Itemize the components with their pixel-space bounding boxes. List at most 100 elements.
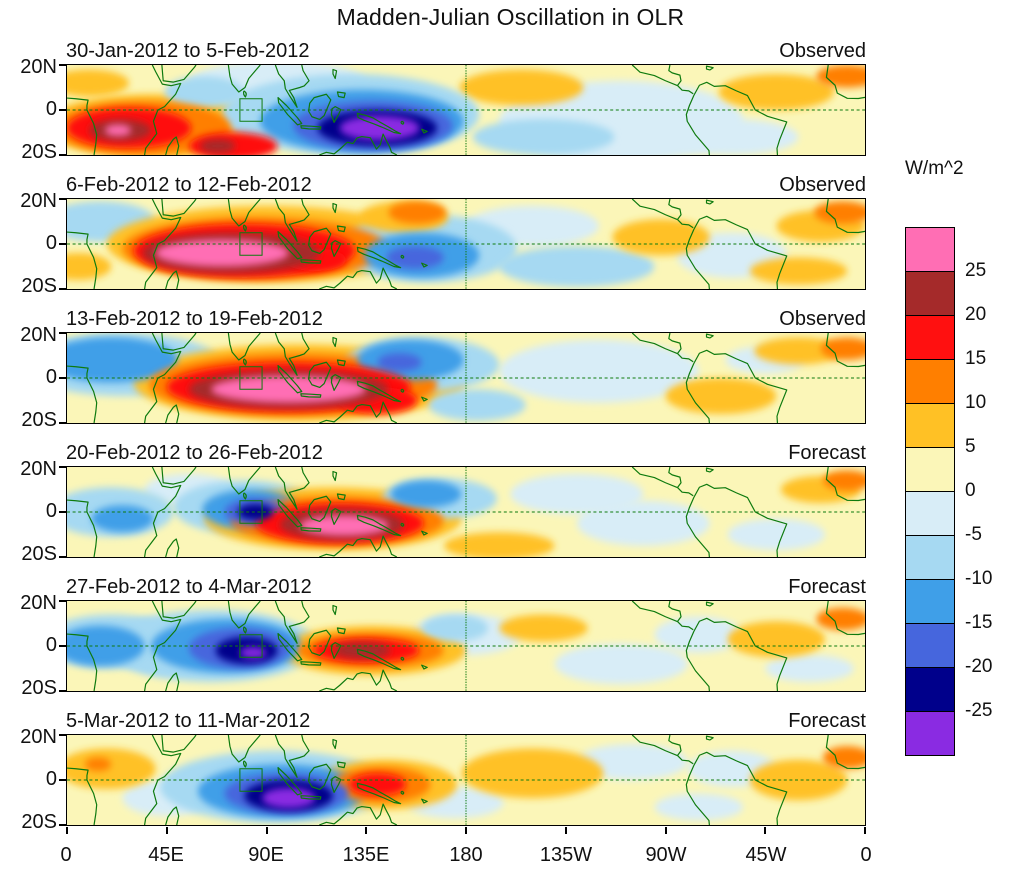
coastline xyxy=(826,199,865,233)
anomaly-contour xyxy=(388,201,447,224)
y-axis-tick xyxy=(59,734,66,736)
coastline xyxy=(632,333,693,362)
coastline xyxy=(301,662,321,665)
panel-header: 5-Mar-2012 to 11-Mar-2012 Forecast xyxy=(66,710,866,733)
coastline xyxy=(707,736,714,740)
coastline xyxy=(319,670,397,691)
coastline xyxy=(166,673,179,691)
coastline xyxy=(826,601,865,635)
coastline xyxy=(275,199,309,241)
coastline xyxy=(278,768,302,795)
coastline xyxy=(357,113,400,133)
coastline xyxy=(331,509,340,525)
map-wrapper: 20N 0 20S xyxy=(20,324,866,431)
anomaly-contour xyxy=(718,74,834,110)
anomaly-contour xyxy=(654,616,744,653)
panel-status-label: Observed xyxy=(779,174,866,196)
anomaly-contour xyxy=(499,246,655,287)
y-axis-label-20s: 20S xyxy=(21,543,57,565)
coastline xyxy=(686,752,786,825)
coastline xyxy=(228,199,260,226)
panel-3: 13-Feb-2012 to 19-Feb-2012 Observed 20N … xyxy=(20,308,866,431)
colorbar-segment xyxy=(905,447,955,492)
panel-date-range: 30-Jan-2012 to 5-Feb-2012 xyxy=(66,40,310,62)
coastline xyxy=(337,92,345,98)
y-axis-label-20s: 20S xyxy=(21,409,57,431)
coastline xyxy=(244,493,247,499)
x-axis-tick xyxy=(66,827,68,834)
coastline xyxy=(67,634,97,691)
coastline xyxy=(319,402,397,423)
anomaly-contour xyxy=(91,505,154,533)
map-panel xyxy=(67,333,865,423)
x-axis-tick xyxy=(864,827,866,834)
coastline xyxy=(632,199,693,228)
coastline xyxy=(145,65,181,155)
plot-area: 30-Jan-2012 to 5-Feb-2012 Observed 20N 0… xyxy=(20,40,871,870)
coastline xyxy=(401,255,404,258)
coastline xyxy=(162,199,196,216)
anomaly-contour xyxy=(386,246,444,269)
coastline xyxy=(337,628,345,634)
colorbar-tick-label: 0 xyxy=(965,480,976,501)
coastline xyxy=(337,360,345,366)
x-axis-label: 90W xyxy=(645,844,687,866)
coastline xyxy=(422,665,428,669)
coastline xyxy=(632,601,693,630)
coastline xyxy=(275,601,309,643)
coastline xyxy=(337,762,345,768)
anomaly-contour xyxy=(665,119,799,155)
coastline xyxy=(333,606,337,615)
y-axis-label-0: 0 xyxy=(45,232,57,254)
coastline xyxy=(707,468,714,472)
y-axis-label-20n: 20N xyxy=(20,458,57,480)
y-axis-label-20s: 20S xyxy=(21,275,57,297)
anomaly-contour xyxy=(816,65,865,88)
coastline xyxy=(707,66,714,70)
x-axis-label: 45W xyxy=(745,844,787,866)
anomaly-contour xyxy=(654,793,744,821)
x-axis-tick xyxy=(465,827,467,834)
anomaly-contour xyxy=(299,515,389,536)
anomaly-contour xyxy=(421,614,489,642)
coastline xyxy=(228,467,260,494)
map-panel xyxy=(67,601,865,691)
coastline xyxy=(275,65,309,107)
anomaly-contour xyxy=(576,744,688,780)
colorbar-tick-label: -20 xyxy=(965,656,993,677)
coastline xyxy=(333,472,337,481)
colorbar-tick-label: 25 xyxy=(965,260,987,281)
coastline xyxy=(162,333,196,350)
coastline xyxy=(337,494,345,500)
y-axis-tick xyxy=(59,824,66,826)
coastline xyxy=(301,796,321,799)
anomaly-contour xyxy=(262,787,316,809)
y-axis-label-20s: 20S xyxy=(21,141,57,163)
page-title: Madden-Julian Oscillation in OLR xyxy=(336,4,685,30)
panel-1: 30-Jan-2012 to 5-Feb-2012 Observed 20N 0… xyxy=(20,40,866,163)
anomaly-contour xyxy=(820,337,865,360)
y-axis-tick xyxy=(59,64,66,66)
coastline xyxy=(309,764,331,789)
coastline xyxy=(244,627,247,633)
colorbar-segment xyxy=(905,711,955,756)
panel-status-label: Forecast xyxy=(788,576,866,598)
coastline xyxy=(301,260,321,263)
coastline xyxy=(632,467,693,496)
coastline xyxy=(278,500,302,527)
y-axis-label-0: 0 xyxy=(45,366,57,388)
x-axis: 0 45E 90E 135E 180 135W 90W 45W 0 xyxy=(60,844,871,870)
panel-6: 5-Mar-2012 to 11-Mar-2012 Forecast 20N 0… xyxy=(20,710,866,834)
coastline xyxy=(669,467,681,487)
colorbar-segment xyxy=(905,271,955,316)
colorbar: W/m^2 25 20 15 10 5 0 -5 -10 -15 -20 -25 xyxy=(905,158,1021,756)
anomaly-contour xyxy=(576,500,710,546)
anomaly-contour xyxy=(237,504,274,520)
anomaly-contour xyxy=(754,337,843,365)
coastline xyxy=(333,338,337,347)
anomaly-contour xyxy=(239,647,267,659)
y-axis-label-0: 0 xyxy=(45,98,57,120)
coastline xyxy=(331,241,340,257)
panel-status-label: Observed xyxy=(779,308,866,330)
x-axis-label: 90E xyxy=(248,844,284,866)
